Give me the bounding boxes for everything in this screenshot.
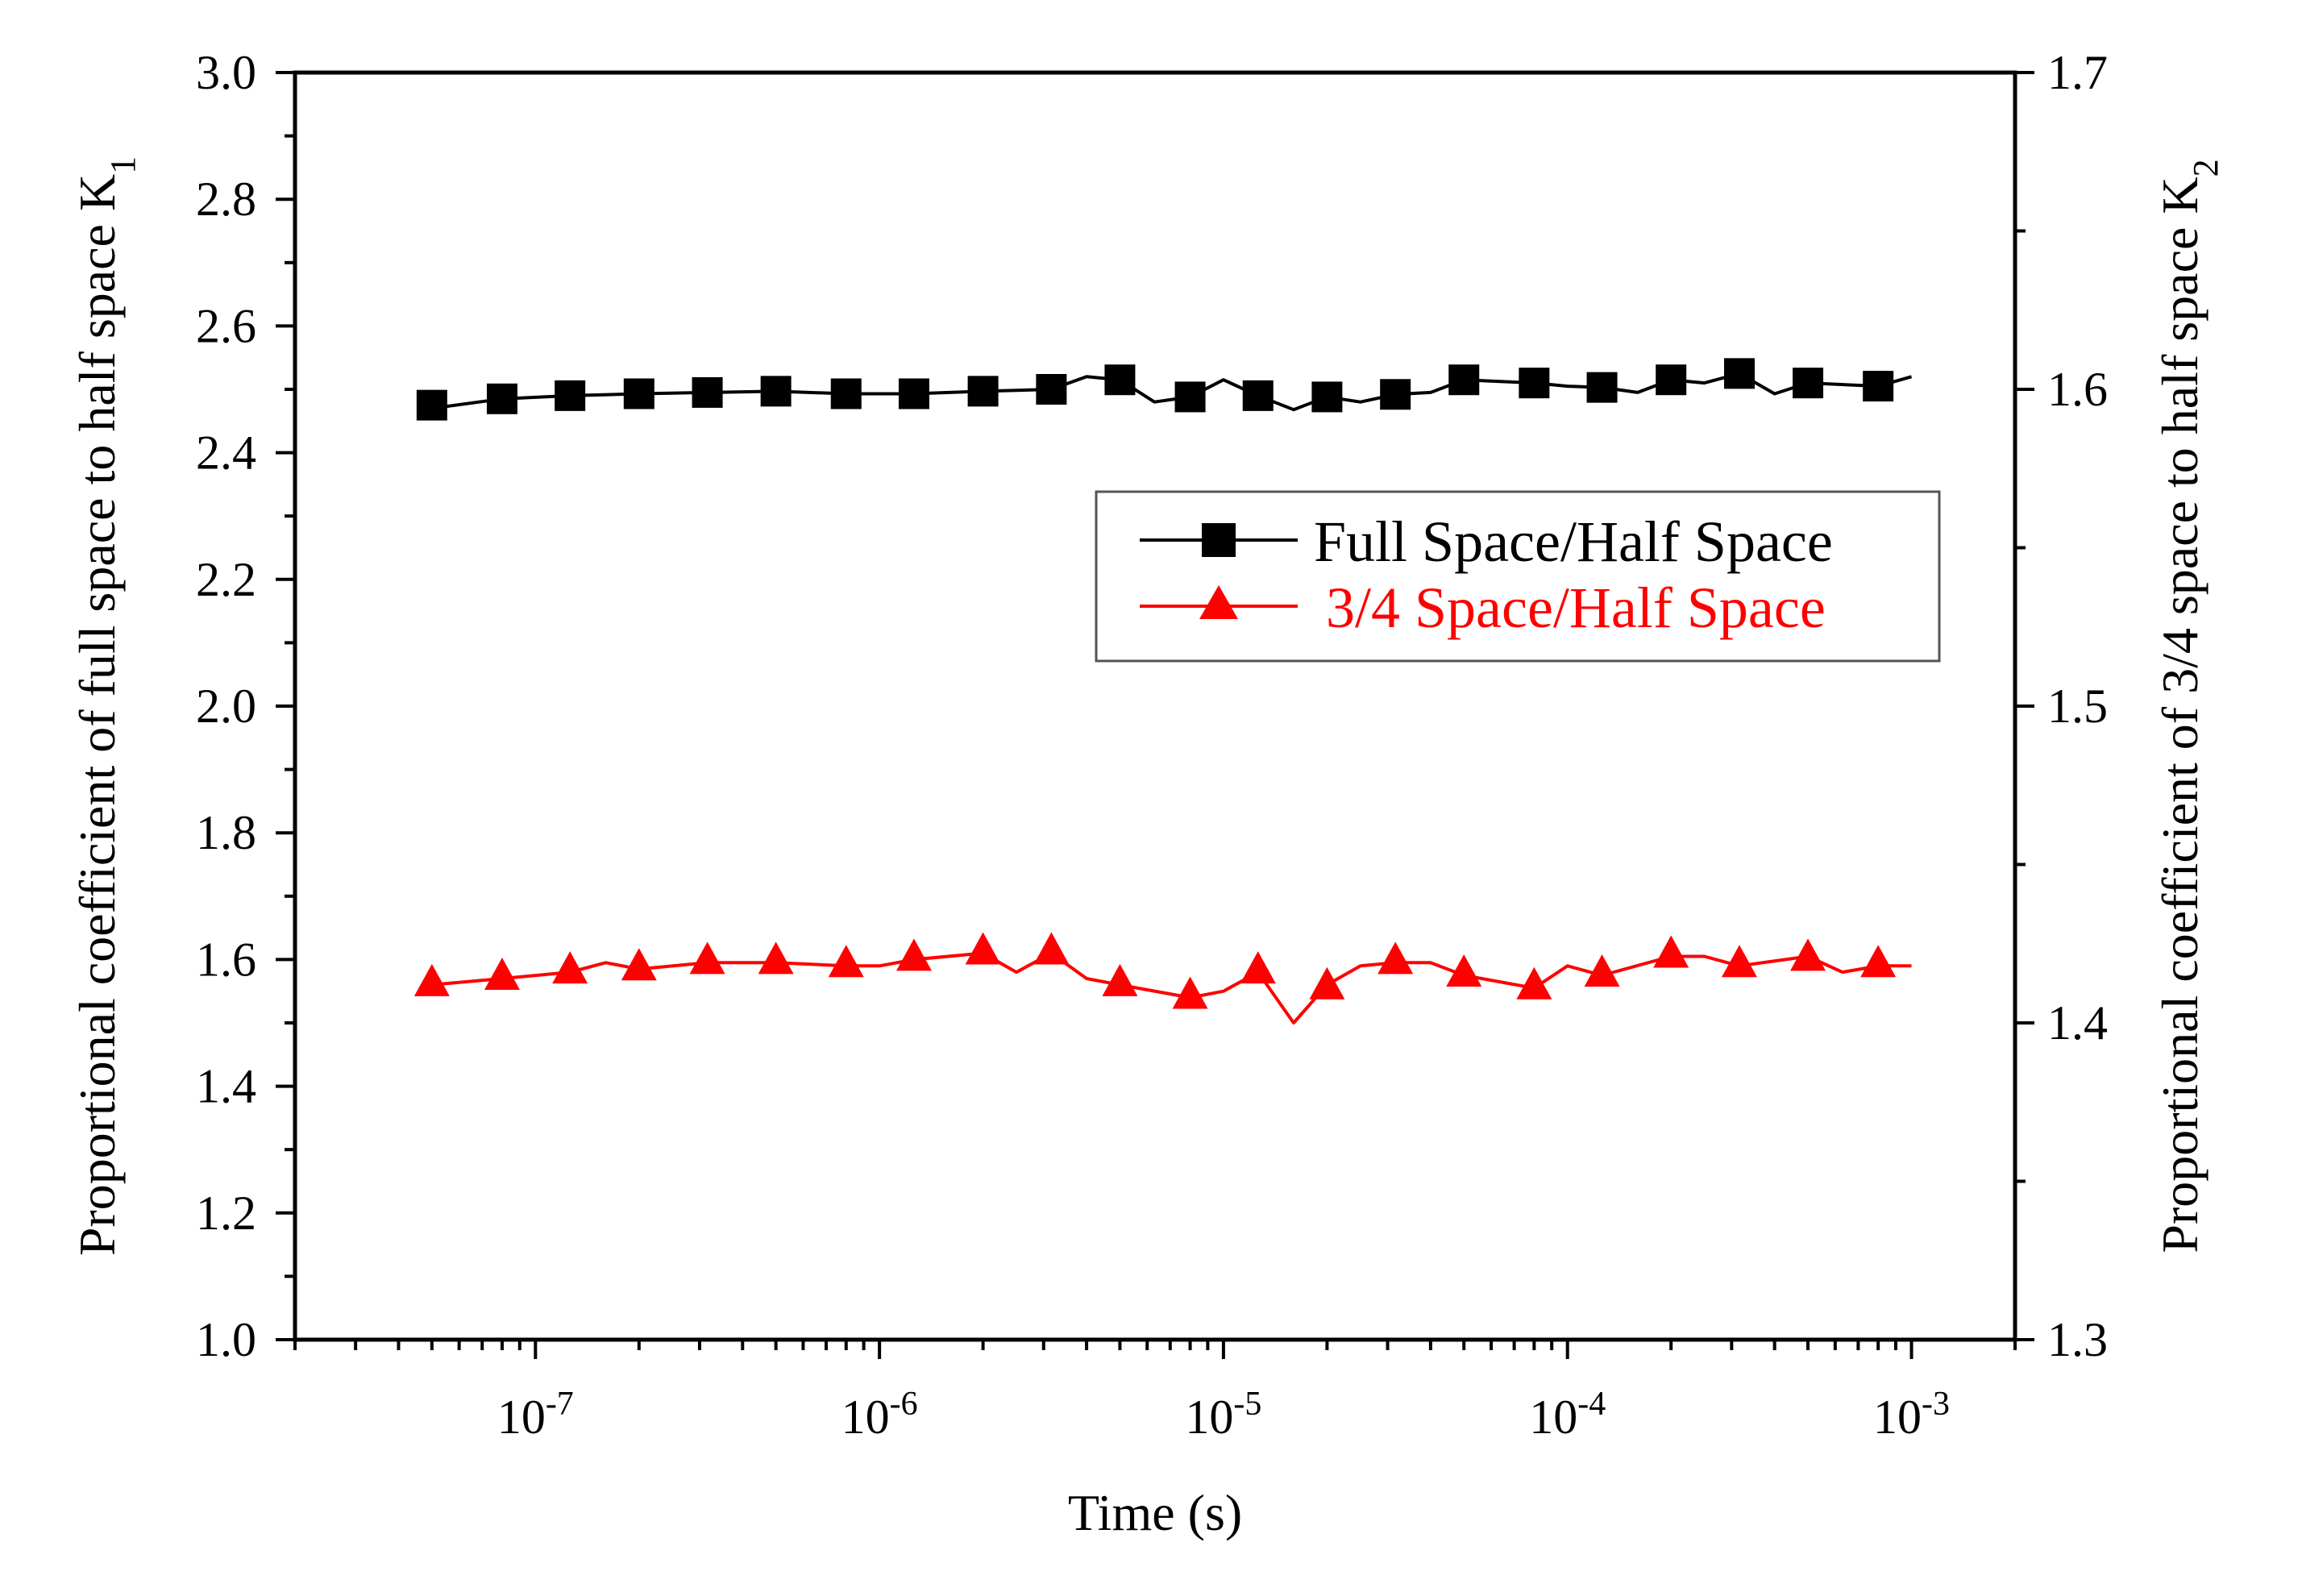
y-left-tick-label: 2.4 [196, 426, 256, 480]
legend-marker-triangle [1199, 585, 1238, 619]
y-left-tick-label: 2.8 [196, 172, 256, 226]
y-left-tick-label: 1.6 [196, 933, 256, 986]
data-point-full-space [1036, 374, 1067, 405]
data-point-three-quarter-space [1860, 945, 1897, 978]
data-point-three-quarter-space [1516, 966, 1552, 1000]
y-right-tick-label: 1.5 [2047, 680, 2108, 733]
y-left-tick-label: 1.0 [196, 1313, 256, 1366]
data-point-full-space [760, 376, 792, 407]
y-left-tick-label: 2.6 [196, 299, 256, 352]
data-point-three-quarter-space [1309, 966, 1345, 1000]
data-point-three-quarter-space [1721, 945, 1757, 978]
y-left-tick-label: 2.2 [196, 553, 256, 606]
data-point-full-space [1104, 364, 1136, 396]
data-point-three-quarter-space [1653, 935, 1689, 968]
data-point-full-space [416, 389, 447, 421]
legend-label-full-space: Full Space/Half Space [1314, 509, 1833, 574]
y-left-tick-label: 1.2 [196, 1187, 256, 1240]
y-left-tick-label: 1.8 [196, 806, 256, 859]
data-point-full-space [1448, 364, 1480, 396]
data-point-full-space [486, 383, 517, 414]
data-point-full-space [1723, 358, 1755, 389]
data-point-three-quarter-space [1377, 941, 1414, 975]
legend-marker-square [1202, 523, 1236, 557]
data-point-three-quarter-space [1584, 954, 1620, 987]
y-axis-right-title: Proportional coefficient of 3/4 space to… [2151, 159, 2225, 1253]
y-right-tick-label: 1.3 [2047, 1313, 2108, 1366]
data-point-three-quarter-space [1446, 954, 1482, 987]
data-point-three-quarter-space [1172, 976, 1208, 1009]
data-point-full-space [692, 376, 723, 408]
data-point-three-quarter-space [895, 938, 932, 971]
data-point-full-space [1863, 371, 1894, 402]
x-tick-label: 10-4 [1529, 1386, 1606, 1444]
x-tick-label: 10-7 [497, 1386, 574, 1444]
x-axis-title: Time (s) [1068, 1484, 1242, 1541]
plot-frame [293, 70, 2017, 1342]
data-point-full-space [1311, 381, 1343, 413]
y-axis-left-title: Proportional coefficient of full space t… [69, 156, 143, 1256]
y-right-tick-label: 1.4 [2047, 996, 2108, 1049]
data-point-full-space [1380, 379, 1411, 410]
data-point-three-quarter-space [552, 951, 588, 984]
legend-box [1095, 490, 1941, 663]
x-tick-label: 10-6 [841, 1386, 918, 1444]
y-right-tick-label: 1.7 [2047, 46, 2108, 99]
data-point-full-space [1656, 364, 1687, 396]
data-point-full-space [830, 378, 862, 409]
y-right-tick-label: 1.6 [2047, 363, 2108, 416]
data-point-three-quarter-space [828, 945, 864, 978]
data-point-three-quarter-space [484, 957, 520, 990]
y-axis-right: 1.3 1.4 1.5 1.6 1.7 [2015, 46, 2108, 1366]
data-point-full-space [898, 378, 929, 409]
data-point-full-space [967, 376, 999, 407]
data-point-three-quarter-space [1240, 951, 1276, 984]
y-left-tick-label: 1.4 [196, 1060, 256, 1113]
data-point-three-quarter-space [689, 941, 725, 975]
series-line-full-space [431, 372, 1913, 412]
x-axis: 10-7 10-6 10-5 10-4 10-3 [293, 1340, 2017, 1444]
data-point-full-space [1242, 380, 1274, 411]
series-line-three-quarter-space [431, 951, 1912, 1025]
y-left-tick-label: 2.0 [196, 680, 256, 733]
data-point-three-quarter-space [621, 948, 657, 981]
legend: Full Space/Half Space 3/4 Space/Half Spa… [1095, 490, 1941, 663]
data-point-full-space [1174, 381, 1206, 413]
data-point-full-space [555, 380, 586, 411]
data-point-three-quarter-space [1790, 938, 1826, 971]
x-tick-label: 10-3 [1873, 1386, 1950, 1444]
y-left-tick-label: 3.0 [196, 46, 256, 99]
data-point-three-quarter-space [758, 941, 794, 975]
legend-label-three-quarter-space: 3/4 Space/Half Space [1326, 576, 1826, 640]
data-point-full-space [1793, 368, 1824, 399]
data-point-three-quarter-space [1033, 932, 1070, 965]
series-layer [413, 358, 1913, 1025]
x-tick-label: 10-5 [1185, 1386, 1261, 1444]
data-point-three-quarter-space [1102, 963, 1138, 996]
data-point-three-quarter-space [965, 932, 1001, 965]
data-point-full-space [1519, 368, 1550, 399]
data-point-full-space [623, 378, 654, 409]
data-point-three-quarter-space [413, 963, 450, 996]
y-axis-left: 1.0 1.2 1.4 1.6 1.8 2.0 2.2 2.4 2.6 2.8 3.0 [196, 46, 295, 1366]
data-point-full-space [1586, 372, 1618, 403]
